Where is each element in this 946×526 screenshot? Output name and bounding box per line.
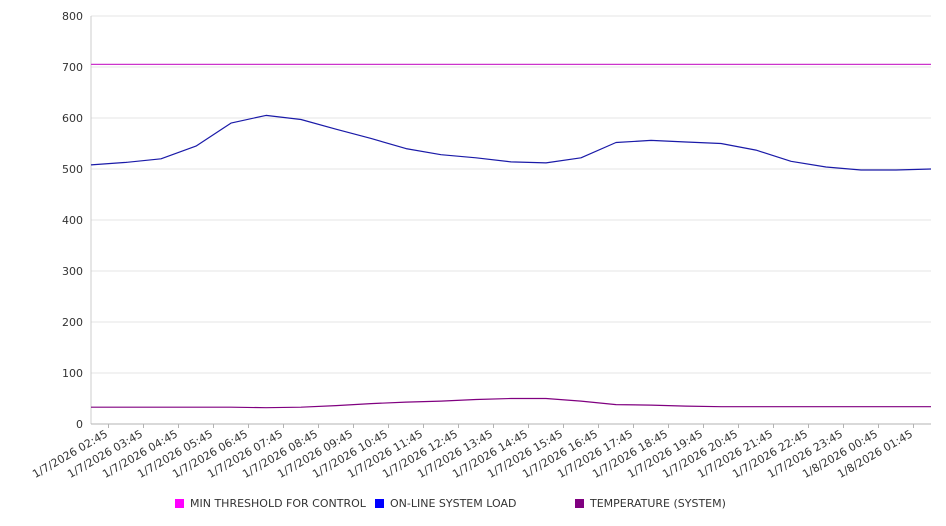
y-tick-label: 800 (62, 10, 83, 23)
legend-swatch-temperature (575, 499, 584, 508)
x-tick-labels: 1/7/2026 02:451/7/2026 03:451/7/2026 04:… (30, 427, 915, 481)
legend-item-system-load[interactable]: ON-LINE SYSTEM LOAD (375, 497, 516, 510)
axes (90, 16, 931, 428)
y-tick-label: 100 (62, 367, 83, 380)
legend: MIN THRESHOLD FOR CONTROL ON-LINE SYSTEM… (0, 497, 946, 515)
y-tick-label: 400 (62, 214, 83, 227)
legend-label-min-threshold: MIN THRESHOLD FOR CONTROL (190, 497, 366, 510)
y-tick-label: 0 (76, 418, 83, 431)
y-tick-label: 300 (62, 265, 83, 278)
y-tick-label: 700 (62, 61, 83, 74)
legend-item-temperature[interactable]: TEMPERATURE (SYSTEM) (575, 497, 726, 510)
y-tick-label: 200 (62, 316, 83, 329)
legend-item-min-threshold[interactable]: MIN THRESHOLD FOR CONTROL (175, 497, 366, 510)
grid-lines (91, 15, 931, 374)
y-tick-labels: 0 100 200 300 400 500 600 700 800 (62, 10, 83, 431)
series-layer (90, 63, 932, 409)
legend-swatch-min-threshold (175, 499, 184, 508)
series-line-temperature (91, 397, 931, 409)
legend-label-temperature: TEMPERATURE (SYSTEM) (590, 497, 726, 510)
y-tick-label: 600 (62, 112, 83, 125)
y-tick-label: 500 (62, 163, 83, 176)
legend-swatch-system-load (375, 499, 384, 508)
legend-label-system-load: ON-LINE SYSTEM LOAD (390, 497, 517, 510)
series-line-system-load (90, 114, 932, 171)
